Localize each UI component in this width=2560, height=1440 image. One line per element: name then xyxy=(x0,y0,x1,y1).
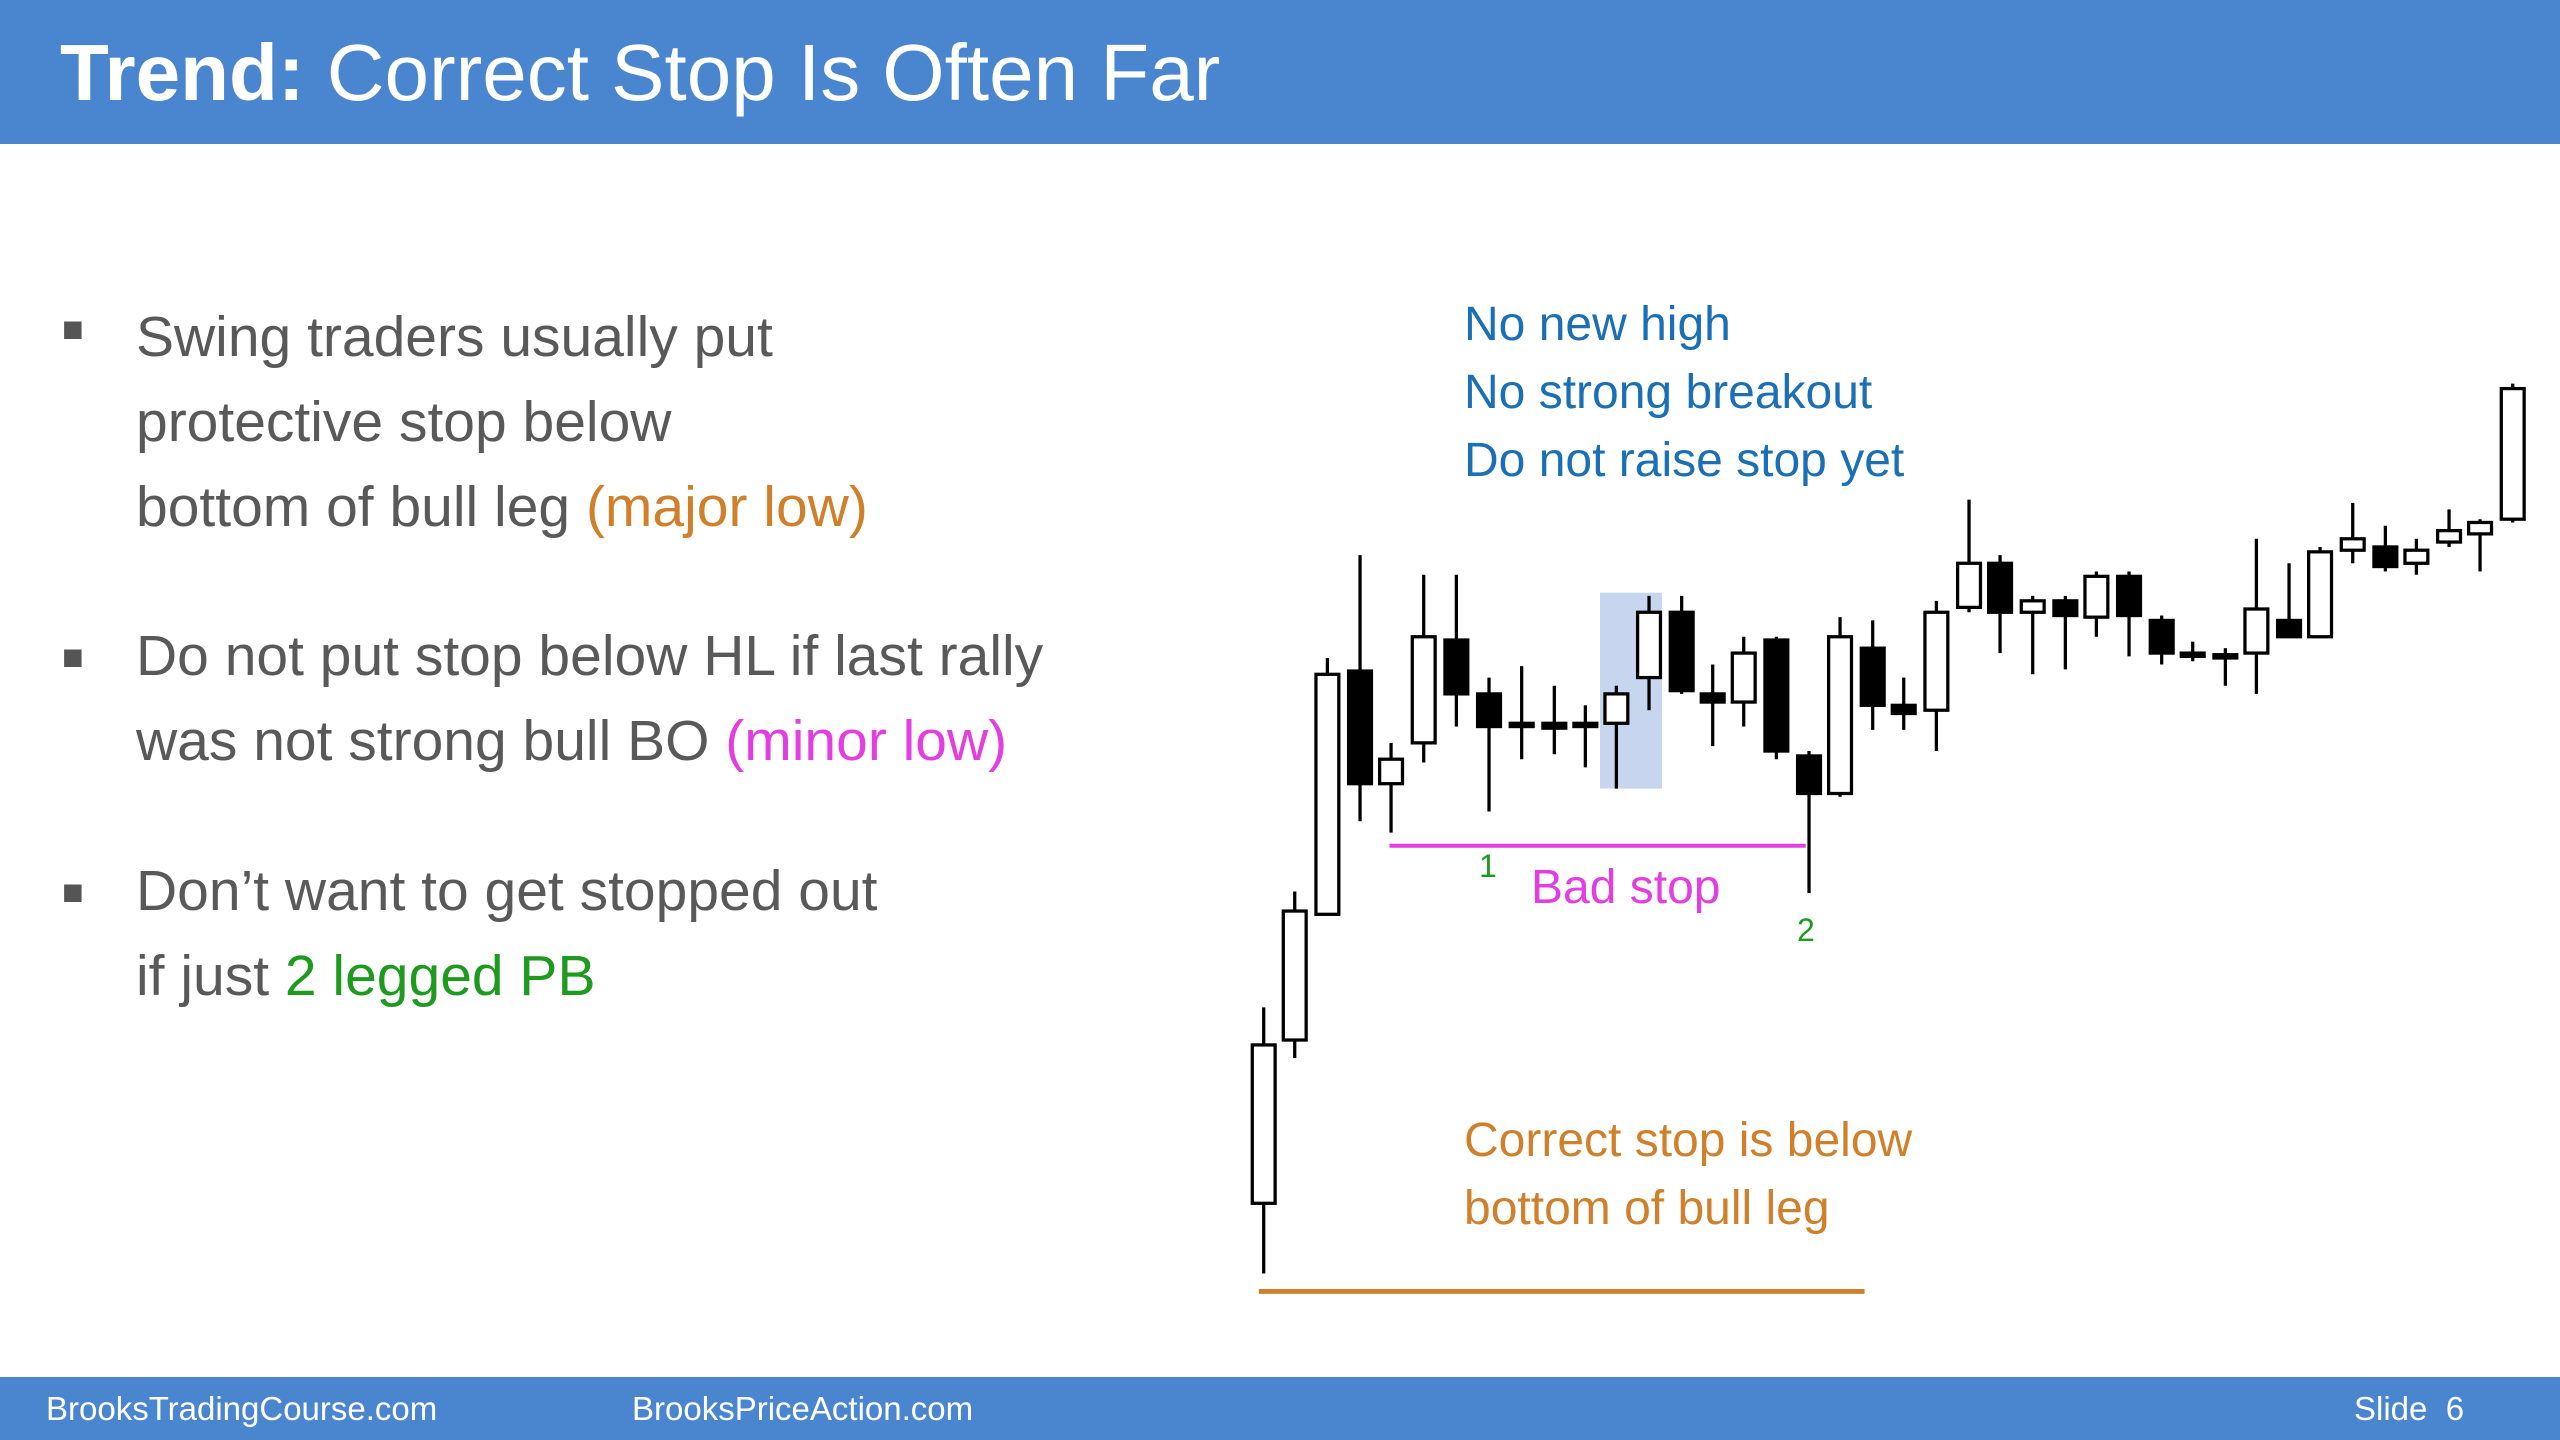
note-line: Do not raise stop yet xyxy=(1464,434,1905,487)
bullet-line: bottom of bull leg (major low) xyxy=(136,465,868,550)
bullet-text: if just xyxy=(136,944,270,1008)
highlight: 2 legged PB xyxy=(284,944,596,1008)
bad-stop-label: Bad stop xyxy=(1531,861,1721,914)
candles xyxy=(1250,383,2526,1274)
bullet-line: Don’t want to get stopped out xyxy=(136,859,878,923)
slide-title: Trend: Correct Stop Is Often Far xyxy=(60,28,1220,118)
leg-label: 1 xyxy=(1479,848,1497,884)
header-bar xyxy=(0,0,2560,144)
title-text: Correct Stop Is Often Far xyxy=(326,28,1221,117)
bullet-line: Swing traders usually put xyxy=(136,305,773,369)
note-line: No strong breakout xyxy=(1464,366,1873,419)
footer-link: BrooksPriceAction.com xyxy=(632,1390,974,1427)
footer-bar: BrooksTradingCourse.com BrooksPriceActio… xyxy=(0,1377,2560,1440)
bullet-text: was not strong bull BO xyxy=(136,709,710,773)
slide-number: Slide 6 xyxy=(2354,1390,2465,1427)
highlight: (minor low) xyxy=(725,709,1008,773)
correct-stop-label: Correct stop is below xyxy=(1464,1114,1913,1167)
correct-stop-label: bottom of bull leg xyxy=(1464,1182,1830,1235)
bullet-line: if just 2 legged PB xyxy=(136,934,595,1019)
bullet-line: was not strong bull BO (minor low) xyxy=(136,699,1007,784)
bullet-text: bottom of bull leg xyxy=(136,475,571,539)
bullet-marker: ■ xyxy=(62,308,84,349)
bullet-line: protective stop below xyxy=(136,390,672,454)
footer-link: BrooksTradingCourse.com xyxy=(46,1390,438,1427)
title-bold: Trend: xyxy=(60,28,305,117)
leg-label: 2 xyxy=(1797,912,1815,948)
bullet-marker: ■ xyxy=(62,871,84,912)
highlight: (major low) xyxy=(585,475,868,539)
note-line: No new high xyxy=(1464,298,1731,351)
bullet-line: Do not put stop below HL if last rally xyxy=(136,624,1044,688)
bullet-marker: ■ xyxy=(62,636,84,677)
